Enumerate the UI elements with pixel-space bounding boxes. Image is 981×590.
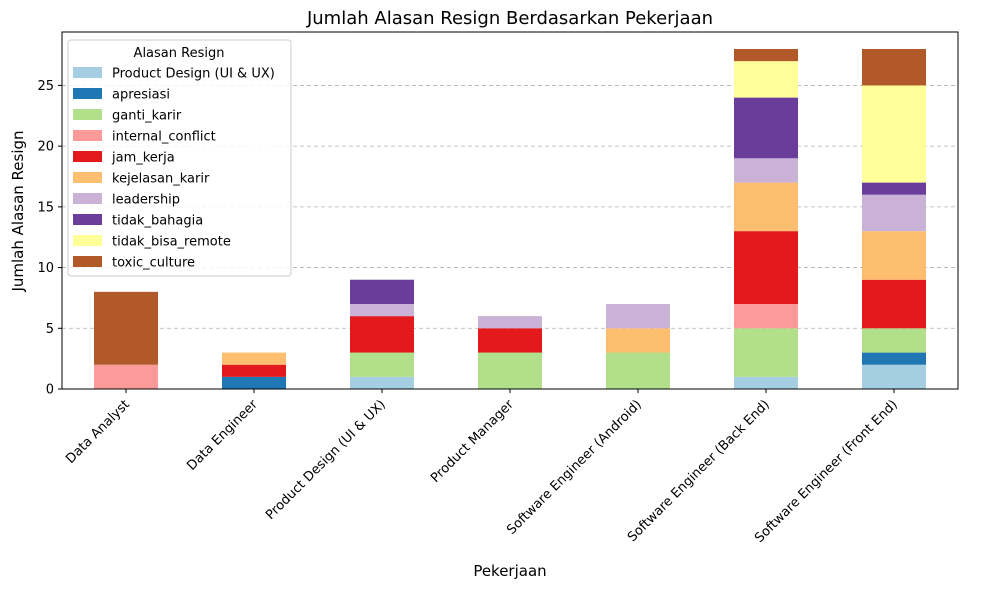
bar-segment xyxy=(350,304,414,317)
bar-segment xyxy=(862,49,926,86)
x-tick-label: Product Manager xyxy=(428,397,517,486)
bar-segment xyxy=(350,279,414,304)
legend-swatch xyxy=(73,130,102,141)
bar-segment xyxy=(478,328,542,353)
y-tick-label: 10 xyxy=(37,261,54,276)
legend-swatch xyxy=(73,256,102,267)
legend-swatch xyxy=(73,214,102,225)
legend-swatch xyxy=(73,193,102,204)
legend-swatch xyxy=(73,151,102,162)
legend: Alasan Resign Product Design (UI & UX) ap… xyxy=(67,39,292,277)
x-axis-ticks: Data Analyst Data Engineer Product Design … xyxy=(63,389,901,546)
bar-segment xyxy=(222,364,286,377)
x-tick-label: Software Engineer (Back End) xyxy=(625,397,773,545)
bar-segment xyxy=(862,279,926,329)
bar-segment xyxy=(350,316,414,353)
bar-segment xyxy=(734,376,798,389)
chart-title: Jumlah Alasan Resign Berdasarkan Pekerja… xyxy=(306,8,713,29)
bar-segment xyxy=(734,182,798,232)
legend-swatch xyxy=(73,235,102,246)
bar-segment xyxy=(606,328,670,353)
bar-segment xyxy=(734,231,798,304)
legend-swatch xyxy=(73,109,102,120)
bar-segment xyxy=(222,352,286,365)
x-tick-label: Product Design (UI & UX) xyxy=(263,397,389,523)
bar-segment xyxy=(478,316,542,329)
legend-entry: tidak_bisa_remote xyxy=(112,235,231,250)
bar-segment xyxy=(478,352,542,389)
bar-segment xyxy=(350,352,414,377)
bar-segment xyxy=(734,158,798,183)
bar-segment xyxy=(606,304,670,329)
x-tick-label: Data Engineer xyxy=(184,397,261,474)
bar-segment xyxy=(862,85,926,183)
x-axis-label: Pekerjaan xyxy=(473,562,546,580)
x-tick-label: Data Analyst xyxy=(63,397,133,467)
bar-segment xyxy=(862,352,926,365)
x-tick-label: Software Engineer (Front End) xyxy=(752,397,901,546)
bar-segment xyxy=(862,328,926,353)
legend-title: Alasan Resign xyxy=(134,46,225,61)
y-tick-label: 15 xyxy=(37,200,54,215)
y-axis-label: Jumlah Alasan Resign xyxy=(9,130,27,292)
bar-segment xyxy=(862,194,926,232)
y-tick-label: 20 xyxy=(37,140,54,155)
bar-segment xyxy=(862,364,926,389)
legend-entry: jam_kerja xyxy=(111,151,175,166)
bar-segment xyxy=(606,352,670,389)
legend-swatch xyxy=(73,172,102,183)
bar-segment xyxy=(734,304,798,329)
bar-segment xyxy=(222,376,286,389)
bar-segment xyxy=(734,328,798,377)
y-axis-ticks: 0 5 10 15 20 25 xyxy=(37,79,62,398)
bar-segment xyxy=(94,291,158,365)
bar-segment xyxy=(734,49,798,62)
y-tick-label: 5 xyxy=(46,322,54,337)
legend-entry: internal_conflict xyxy=(112,130,216,145)
y-tick-label: 0 xyxy=(46,383,54,398)
y-tick-label: 25 xyxy=(37,79,54,94)
legend-swatch xyxy=(73,88,102,99)
legend-entry: kejelasan_karir xyxy=(112,172,210,187)
bar-segment xyxy=(862,182,926,195)
legend-entry: toxic_culture xyxy=(112,256,195,271)
x-tick-label: Software Engineer (Android) xyxy=(504,397,645,538)
bars xyxy=(94,49,926,389)
bar-segment xyxy=(734,61,798,98)
bar-segment xyxy=(734,97,798,159)
legend-box xyxy=(67,39,292,277)
bar-segment xyxy=(862,231,926,280)
legend-entry: tidak_bahagia xyxy=(112,214,203,229)
bar-segment xyxy=(94,364,158,389)
legend-entry: ganti_karir xyxy=(112,109,182,124)
legend-entry: leadership xyxy=(112,193,180,208)
legend-swatch xyxy=(73,67,102,78)
bar-segment xyxy=(350,376,414,389)
legend-entry: Product Design (UI & UX) xyxy=(112,67,275,82)
legend-entry: apresiasi xyxy=(112,88,170,103)
